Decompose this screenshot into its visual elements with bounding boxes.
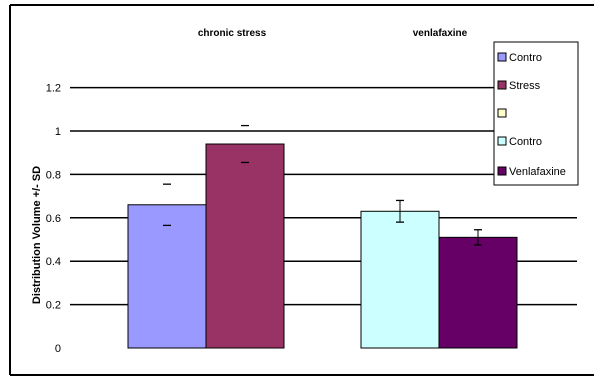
error-bars <box>163 124 482 246</box>
y-axis-label: Distribution Volume +/- SD <box>31 166 43 304</box>
y-tick-label: 0.8 <box>46 169 61 181</box>
group-label: chronic stress <box>198 28 267 39</box>
y-tick-label: 1.2 <box>46 83 61 95</box>
legend-label: Venlafaxine <box>509 166 566 178</box>
bar <box>127 204 207 349</box>
y-tick-label: 0.4 <box>46 256 61 268</box>
y-tick-label: 0.2 <box>46 300 61 312</box>
bar <box>205 143 285 349</box>
bars <box>127 143 518 349</box>
legend-label: Contro <box>509 136 542 148</box>
legend-swatch <box>497 166 507 176</box>
legend-swatch <box>497 80 507 90</box>
legend-box <box>493 41 579 186</box>
group-labels: chronic stress venlafaxine <box>198 28 468 39</box>
bar <box>360 210 440 349</box>
legend-swatch <box>497 108 507 118</box>
legend-swatch <box>497 52 507 62</box>
legend: Contro Stress Contro Venlafaxine <box>493 41 579 186</box>
y-tick-label: 0.6 <box>46 213 61 225</box>
y-axis-ticks: 0 0.2 0.4 0.6 0.8 1 1.2 <box>46 83 61 355</box>
bar <box>438 236 518 349</box>
legend-label: Stress <box>509 80 541 92</box>
legend-swatch <box>497 136 507 146</box>
y-tick-label: 1 <box>55 126 61 138</box>
group-label: venlafaxine <box>413 28 468 39</box>
legend-label: Contro <box>509 52 542 64</box>
y-tick-label: 0 <box>55 343 61 355</box>
